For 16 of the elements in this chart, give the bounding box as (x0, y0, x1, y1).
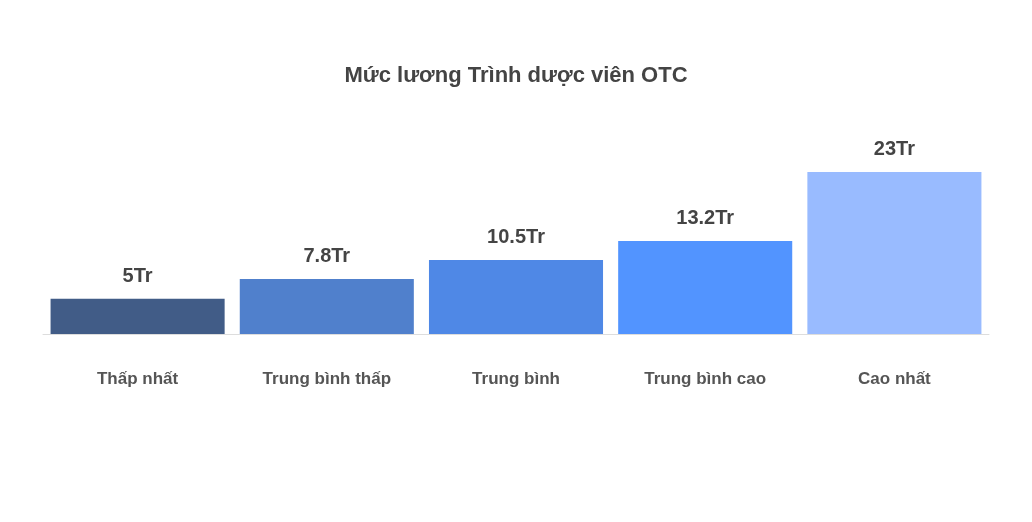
data-label: 13.2Tr (676, 206, 735, 229)
bar (239, 279, 414, 334)
bar (618, 241, 793, 334)
data-label: 7.8Tr (303, 244, 351, 267)
data-label: 5Tr (122, 263, 153, 286)
data-label: 23Tr (873, 137, 916, 160)
chart-title: Mức lương Trình dược viên OTC (344, 61, 688, 87)
x-tick-label: Trung bình (472, 369, 560, 388)
bar (50, 298, 225, 334)
x-tick-label: Cao nhất (858, 369, 932, 388)
x-tick-label: Trung bình thấp (262, 369, 392, 388)
bar (807, 172, 982, 334)
x-tick-label: Thấp nhất (96, 369, 179, 388)
data-label: 10.5Tr (487, 225, 546, 248)
x-tick-label: Trung bình cao (644, 369, 767, 388)
bar (428, 260, 604, 334)
